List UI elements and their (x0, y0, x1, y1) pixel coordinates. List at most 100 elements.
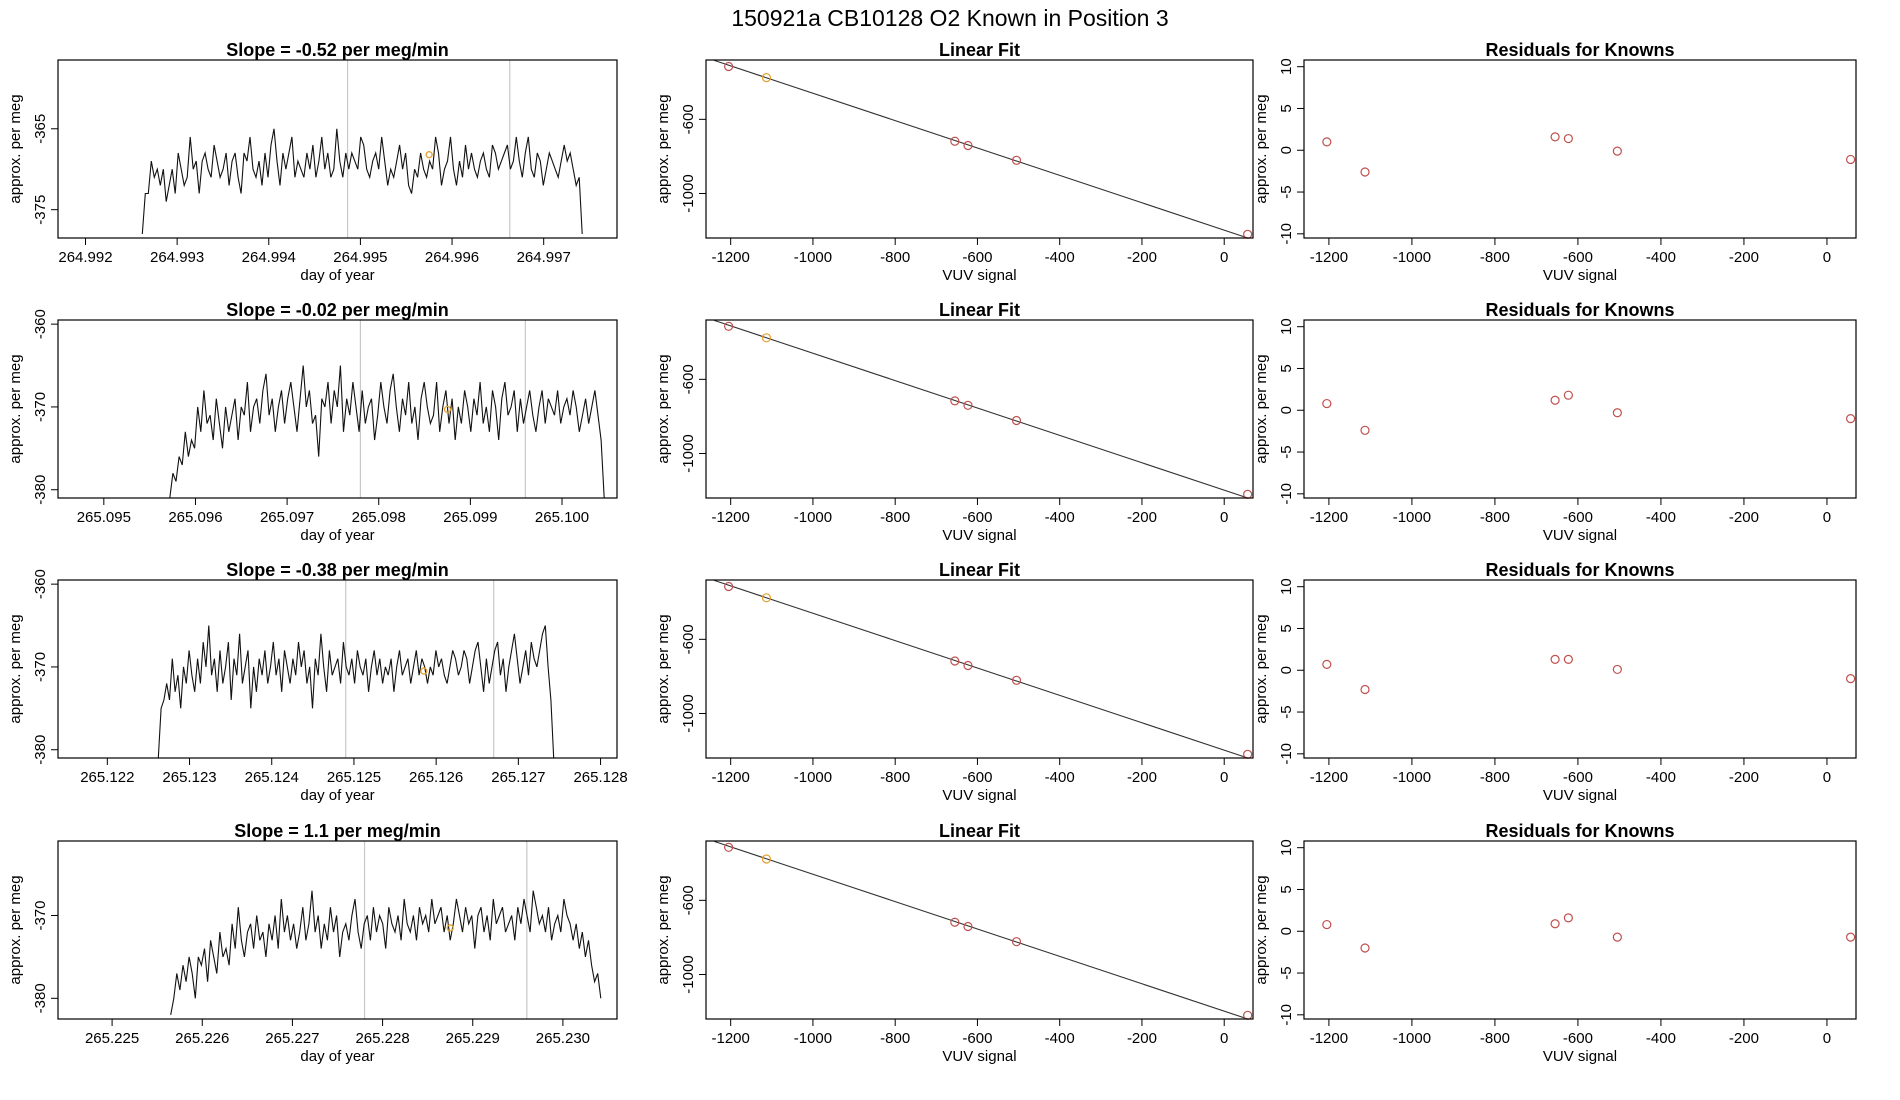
x-tick-label: -400 (1045, 769, 1075, 786)
x-tick-label: -800 (1480, 1030, 1510, 1047)
panel-title: Residuals for Knowns (1485, 560, 1674, 580)
x-axis-label: VUV signal (1543, 527, 1617, 544)
y-tick-label: -375 (32, 195, 49, 225)
x-tick-label: 264.994 (242, 249, 296, 266)
x-tick-label: -400 (1045, 249, 1075, 266)
y-tick-label: 10 (1278, 839, 1295, 856)
fit-line (714, 319, 1250, 499)
x-tick-label: 265.227 (265, 1030, 319, 1047)
x-axis-label: VUV signal (1543, 267, 1617, 284)
x-tick-label: -1200 (1310, 249, 1348, 266)
data-point (1550, 395, 1560, 405)
panel-residuals-row-2: Residuals for Knowns-1200 -1000 -800 -600 -4… (1253, 300, 1857, 544)
x-tick-label: -600 (1563, 249, 1593, 266)
x-tick-label: 264.995 (333, 249, 387, 266)
x-tick-label: 265.226 (175, 1030, 229, 1047)
data-point (1360, 943, 1370, 953)
y-tick-label: -10 (1278, 223, 1295, 245)
x-tick-label: -200 (1729, 769, 1759, 786)
plot-frame (1303, 319, 1857, 499)
data-point (1612, 664, 1622, 675)
x-tick-label: -400 (1045, 1030, 1075, 1047)
panel-title: Linear Fit (939, 560, 1020, 580)
x-tick-label: -600 (1563, 1030, 1593, 1047)
x-tick-label: -1200 (711, 769, 749, 786)
data-point (963, 921, 973, 932)
data-point (1360, 684, 1370, 695)
data-point (761, 333, 772, 343)
x-tick-label: 0 (1220, 769, 1228, 786)
x-axis-label: day of year (300, 527, 374, 544)
y-tick-label: -370 (32, 392, 49, 422)
panel-fit-row-4: Linear Fit -1200 -1000 -800 -600 -400 -200 0 VUV… (655, 821, 1254, 1065)
x-tick-label: -1000 (1393, 509, 1431, 526)
x-tick-label: -800 (1480, 509, 1510, 526)
y-tick-label: -600 (680, 364, 697, 394)
panel-fit-row-3: Linear Fit -1200 -1000 -800 -600 -400 -200 0 VUV… (655, 560, 1254, 804)
x-tick-label: -1000 (1393, 769, 1431, 786)
data-point (963, 660, 973, 671)
panel-timeseries-row-1: Slope = -0.52 per meg/min 264.992 264.993 2… (7, 40, 618, 284)
x-tick-label: -1200 (711, 1030, 749, 1047)
panel-timeseries-row-2: Slope = -0.02 per meg/min 265.095 265.096 2… (7, 300, 618, 544)
x-axis-label: VUV signal (1543, 787, 1617, 804)
data-point (950, 656, 960, 666)
y-tick-label: -600 (680, 104, 697, 134)
x-tick-label: 265.099 (443, 509, 497, 526)
plot-frame (705, 319, 1254, 499)
x-tick-label: -600 (962, 769, 992, 786)
x-tick-label: 264.997 (517, 249, 571, 266)
y-tick-label: -360 (32, 569, 49, 599)
x-tick-label: -1000 (794, 1030, 832, 1047)
data-point (1360, 425, 1370, 435)
x-tick-label: -800 (880, 1030, 910, 1047)
y-axis-label: approx. per meg (7, 94, 24, 203)
x-tick-label: -800 (1480, 769, 1510, 786)
x-tick-label: -600 (962, 1030, 992, 1047)
x-tick-label: 0 (1220, 1030, 1228, 1047)
x-tick-label: -200 (1729, 1030, 1759, 1047)
series-line (169, 365, 605, 499)
y-axis-label: approx. per meg (655, 94, 672, 203)
data-point (1322, 659, 1332, 670)
panel-title: Slope = -0.38 per meg/min (226, 560, 449, 580)
x-tick-label: 0 (1823, 1030, 1831, 1047)
data-point (1563, 913, 1573, 923)
panel-title: Linear Fit (939, 40, 1020, 60)
x-axis-label: day of year (300, 787, 374, 804)
x-axis-label: day of year (300, 1048, 374, 1065)
x-tick-label: -600 (1563, 769, 1593, 786)
x-tick-label: 265.122 (80, 769, 134, 786)
data-point (724, 581, 734, 592)
data-point (1011, 415, 1022, 426)
y-tick-label: -10 (1278, 1004, 1295, 1026)
data-point (963, 140, 973, 151)
panel-title: Residuals for Knowns (1485, 40, 1674, 60)
panel-title: Slope = -0.02 per meg/min (226, 300, 449, 320)
x-tick-label: -400 (1646, 249, 1676, 266)
y-axis-label: approx. per meg (655, 354, 672, 463)
x-tick-label: -1000 (1393, 249, 1431, 266)
y-tick-label: 0 (1278, 666, 1295, 674)
x-tick-label: 265.225 (85, 1030, 139, 1047)
y-tick-label: -600 (680, 624, 697, 654)
x-tick-label: -200 (1127, 509, 1157, 526)
x-tick-label: -1000 (1393, 1030, 1431, 1047)
x-tick-label: 265.125 (327, 769, 381, 786)
y-axis-label: approx. per meg (1253, 94, 1270, 203)
x-tick-label: -1000 (794, 249, 832, 266)
data-point (1322, 137, 1332, 147)
panel-title: Slope = 1.1 per meg/min (234, 821, 441, 841)
x-tick-label: -1200 (711, 509, 749, 526)
panel-fit-row-1: Linear Fit -1200 -1000 -800 -600 -400 -200 0 VUV… (655, 40, 1254, 284)
plot-frame (1303, 59, 1857, 239)
data-point (1550, 132, 1560, 142)
y-tick-label: 5 (1278, 624, 1295, 632)
x-tick-label: 265.127 (491, 769, 545, 786)
y-tick-label: -5 (1278, 445, 1295, 458)
data-point (1846, 674, 1856, 684)
reference-point (425, 151, 433, 159)
y-tick-label: -380 (32, 983, 49, 1013)
x-tick-label: -600 (962, 509, 992, 526)
y-tick-label: -600 (680, 885, 697, 915)
